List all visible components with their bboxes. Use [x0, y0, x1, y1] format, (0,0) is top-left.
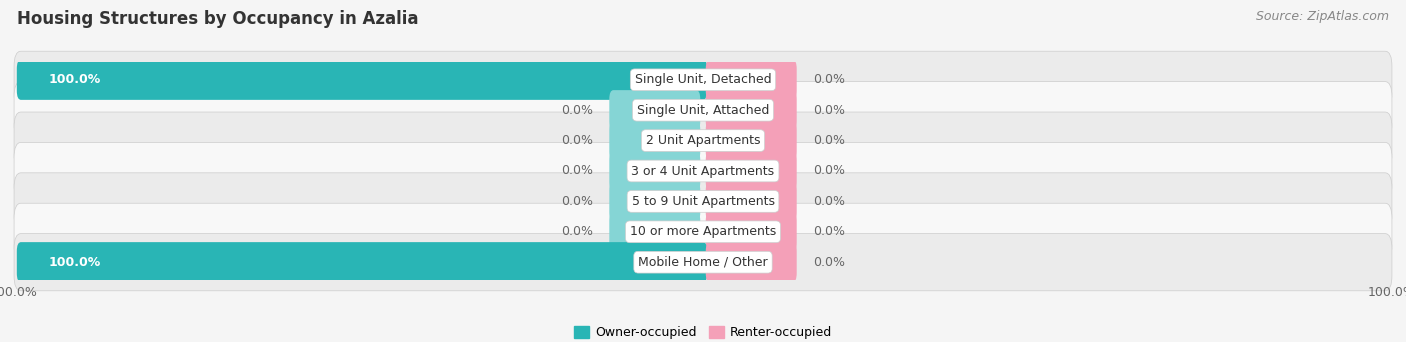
FancyBboxPatch shape [609, 181, 700, 222]
Text: 0.0%: 0.0% [561, 104, 593, 117]
FancyBboxPatch shape [17, 242, 707, 282]
Text: Single Unit, Attached: Single Unit, Attached [637, 104, 769, 117]
Text: 0.0%: 0.0% [561, 225, 593, 238]
FancyBboxPatch shape [706, 151, 797, 191]
FancyBboxPatch shape [14, 51, 1392, 108]
Text: 0.0%: 0.0% [813, 225, 845, 238]
FancyBboxPatch shape [609, 151, 700, 191]
Text: 0.0%: 0.0% [561, 165, 593, 177]
FancyBboxPatch shape [609, 90, 700, 130]
FancyBboxPatch shape [706, 120, 797, 161]
Text: 0.0%: 0.0% [813, 73, 845, 86]
Text: 0.0%: 0.0% [813, 134, 845, 147]
FancyBboxPatch shape [706, 90, 797, 130]
FancyBboxPatch shape [609, 120, 700, 161]
Text: Single Unit, Detached: Single Unit, Detached [634, 73, 772, 86]
Text: Mobile Home / Other: Mobile Home / Other [638, 256, 768, 269]
FancyBboxPatch shape [14, 234, 1392, 291]
Text: 0.0%: 0.0% [813, 195, 845, 208]
FancyBboxPatch shape [17, 60, 707, 100]
Text: 0.0%: 0.0% [813, 165, 845, 177]
Text: 100.0%: 100.0% [48, 256, 101, 269]
Text: Housing Structures by Occupancy in Azalia: Housing Structures by Occupancy in Azali… [17, 10, 419, 28]
FancyBboxPatch shape [14, 142, 1392, 200]
Text: 5 to 9 Unit Apartments: 5 to 9 Unit Apartments [631, 195, 775, 208]
Text: 0.0%: 0.0% [813, 104, 845, 117]
FancyBboxPatch shape [14, 82, 1392, 139]
FancyBboxPatch shape [706, 212, 797, 252]
FancyBboxPatch shape [706, 181, 797, 222]
FancyBboxPatch shape [609, 212, 700, 252]
Text: 3 or 4 Unit Apartments: 3 or 4 Unit Apartments [631, 165, 775, 177]
FancyBboxPatch shape [706, 60, 797, 100]
Legend: Owner-occupied, Renter-occupied: Owner-occupied, Renter-occupied [568, 321, 838, 342]
Text: 0.0%: 0.0% [813, 256, 845, 269]
FancyBboxPatch shape [706, 242, 797, 282]
Text: 0.0%: 0.0% [561, 134, 593, 147]
Text: 0.0%: 0.0% [561, 195, 593, 208]
Text: 2 Unit Apartments: 2 Unit Apartments [645, 134, 761, 147]
Text: 100.0%: 100.0% [48, 73, 101, 86]
FancyBboxPatch shape [14, 173, 1392, 230]
Text: Source: ZipAtlas.com: Source: ZipAtlas.com [1256, 10, 1389, 23]
FancyBboxPatch shape [14, 112, 1392, 169]
FancyBboxPatch shape [14, 203, 1392, 260]
Text: 10 or more Apartments: 10 or more Apartments [630, 225, 776, 238]
